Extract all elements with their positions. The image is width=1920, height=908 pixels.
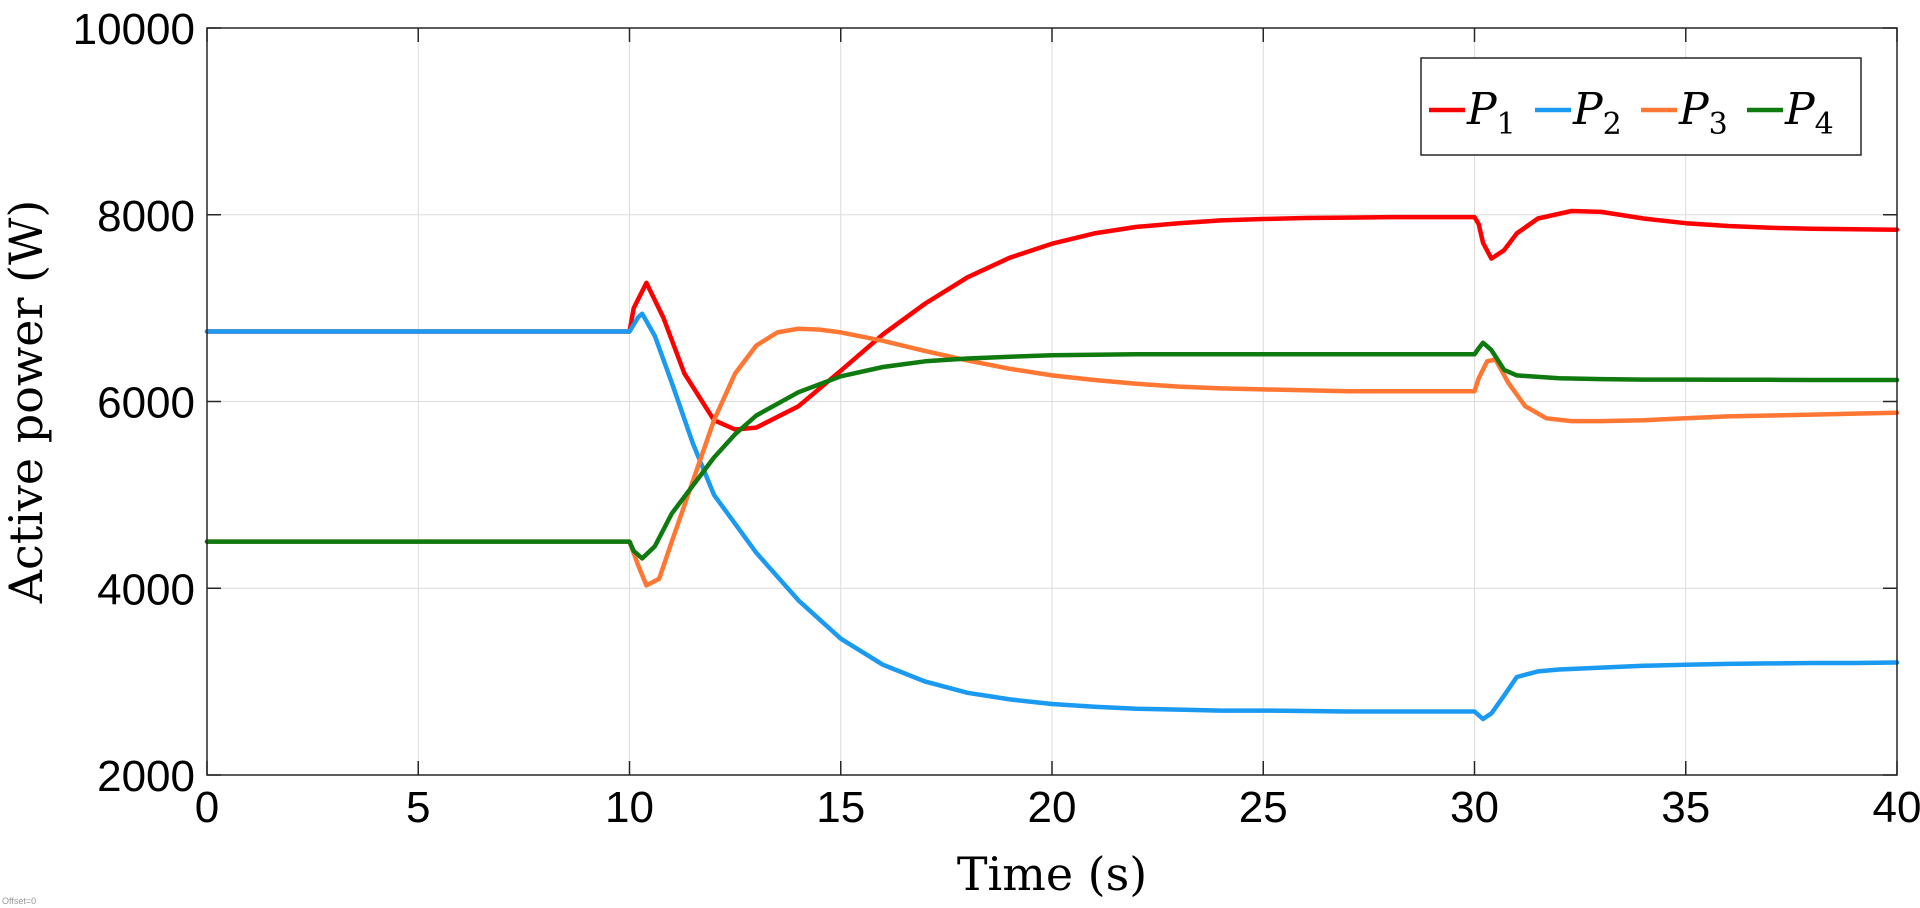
x-tick-label: 20 (1028, 783, 1077, 832)
x-tick-label: 35 (1661, 783, 1710, 832)
legend-label: P4 (1784, 84, 1834, 142)
series-line-p3 (204, 326, 1900, 588)
x-tick-label: 15 (816, 783, 865, 832)
x-tick-label: 0 (195, 783, 219, 832)
series-line-p4 (204, 340, 1900, 561)
y-axis-ticks: 2000 4000 6000 8000 10000 (73, 5, 1897, 801)
x-axis-ticks: 0 5 10 15 20 25 30 35 40 (195, 28, 1920, 832)
y-tick-label: 4000 (97, 565, 195, 614)
x-tick-label: 30 (1450, 783, 1499, 832)
x-tick-label: 40 (1873, 783, 1920, 832)
y-tick-label: 6000 (97, 379, 195, 428)
x-tick-label: 5 (406, 783, 430, 832)
series-layer (204, 208, 1900, 722)
y-axis-label: Active power (W) (0, 200, 53, 605)
legend-box (1420, 57, 1862, 156)
legend-label: P3 (1678, 84, 1728, 142)
legend-label: P2 (1572, 84, 1622, 142)
series-line-p1 (204, 208, 1900, 432)
x-axis-label: Time (s) (957, 847, 1147, 901)
y-tick-label: 2000 (97, 752, 195, 801)
y-tick-label: 10000 (73, 5, 195, 54)
legend: P1 P2 P3 P4 (1420, 57, 1862, 156)
y-tick-label: 8000 (97, 192, 195, 241)
x-tick-label: 25 (1239, 783, 1288, 832)
legend-label: P1 (1466, 84, 1516, 142)
x-tick-label: 10 (605, 783, 654, 832)
offset-note: Offset=0 (2, 896, 37, 906)
